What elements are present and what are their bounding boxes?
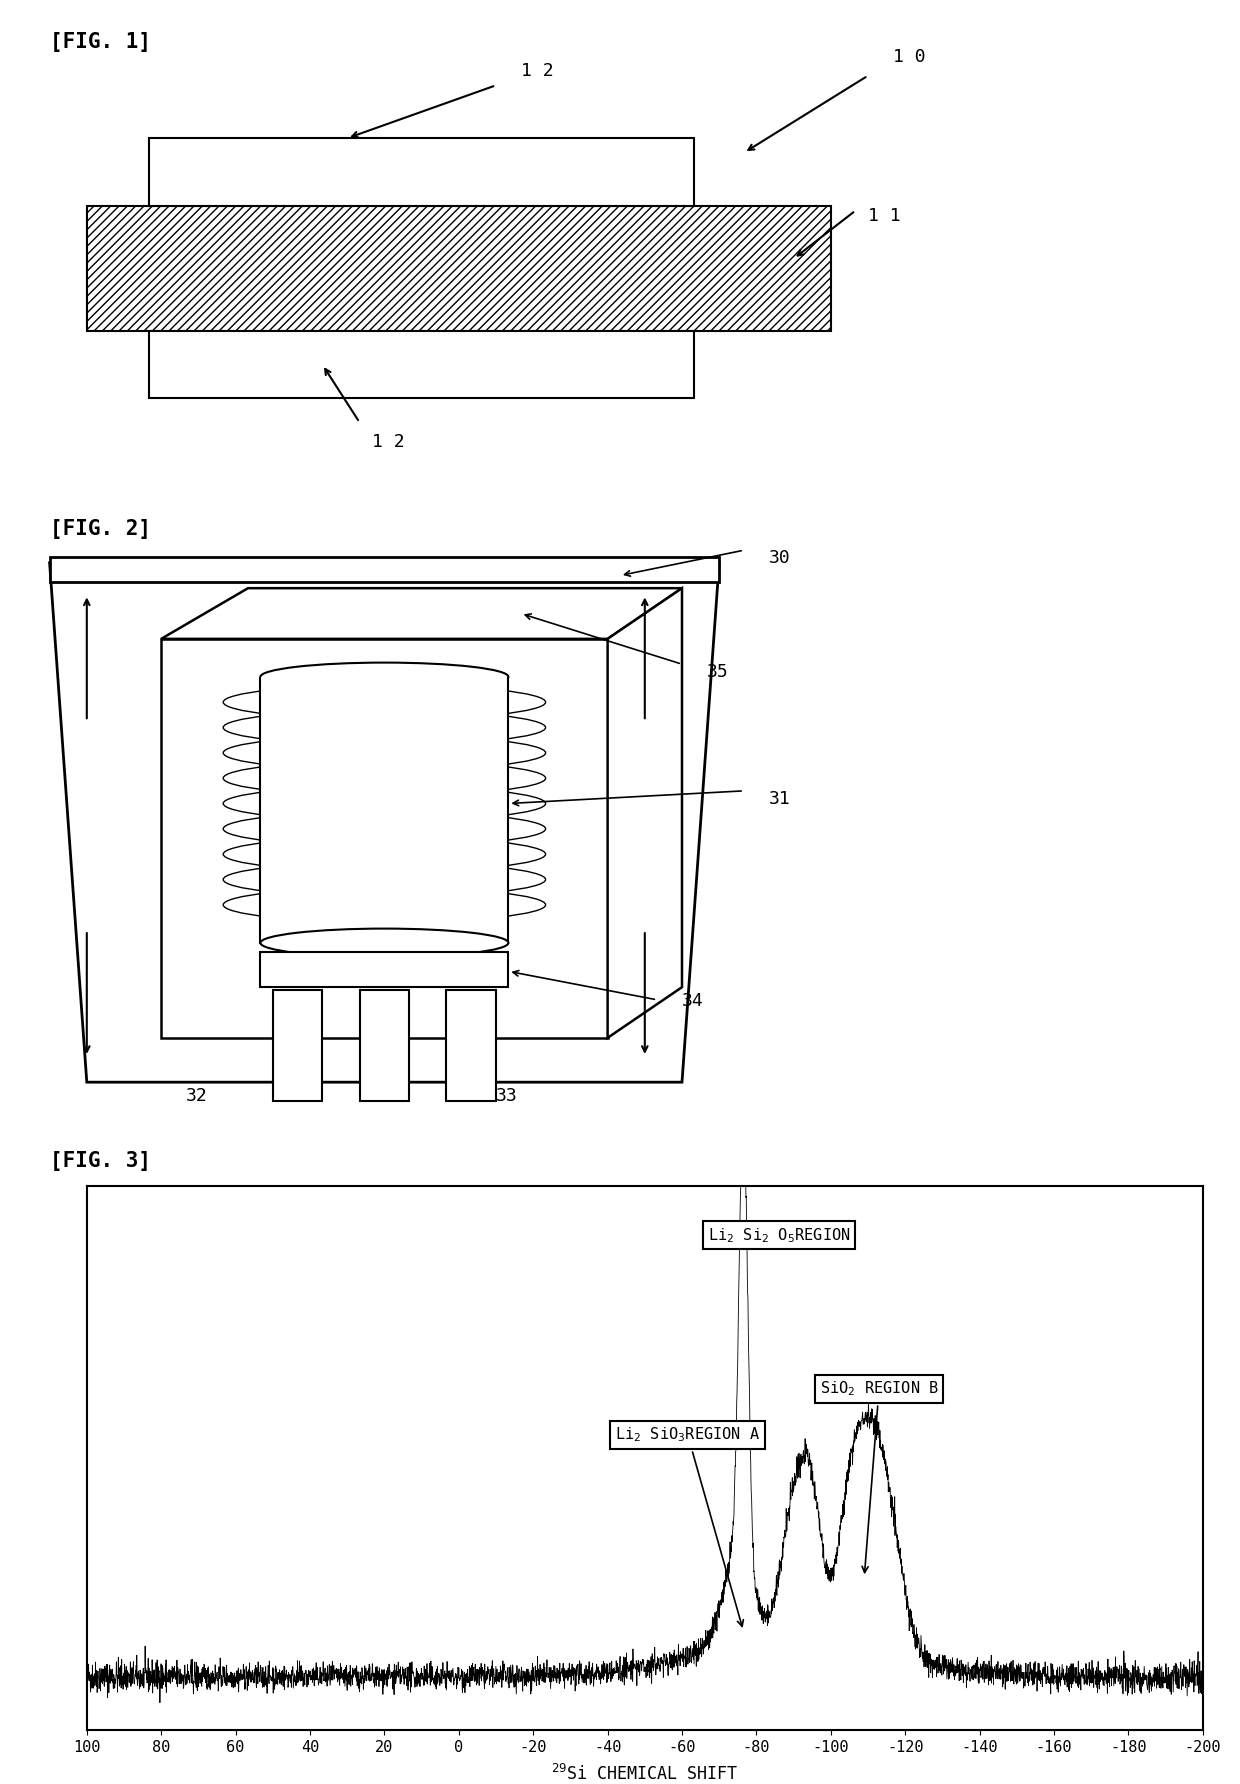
Text: 1 1: 1 1 — [868, 207, 900, 225]
Text: 30: 30 — [769, 549, 791, 567]
Text: 35: 35 — [707, 664, 729, 681]
Text: 34: 34 — [682, 992, 704, 1010]
Text: [FIG. 3]: [FIG. 3] — [50, 1151, 150, 1170]
Polygon shape — [260, 676, 508, 942]
Text: 32: 32 — [186, 1086, 208, 1104]
X-axis label: $^{29}$Si CHEMICAL SHIFT: $^{29}$Si CHEMICAL SHIFT — [552, 1764, 738, 1784]
Text: Li$_2$ Si$_2$ O$_5$REGION: Li$_2$ Si$_2$ O$_5$REGION — [708, 1226, 851, 1245]
Bar — [149, 330, 694, 398]
Polygon shape — [608, 589, 682, 1038]
Ellipse shape — [260, 662, 508, 690]
Text: [FIG. 1]: [FIG. 1] — [50, 32, 150, 52]
Text: 31: 31 — [769, 790, 791, 808]
Text: 1 2: 1 2 — [521, 62, 553, 80]
Bar — [260, 953, 508, 987]
Text: 33: 33 — [496, 1086, 518, 1104]
Polygon shape — [161, 639, 608, 1038]
Text: SiO$_2$ REGION B: SiO$_2$ REGION B — [820, 1379, 939, 1572]
Bar — [149, 137, 694, 205]
Text: 1 0: 1 0 — [893, 48, 925, 66]
Ellipse shape — [260, 929, 508, 956]
Text: [FIG. 2]: [FIG. 2] — [50, 519, 150, 539]
Bar — [446, 990, 496, 1101]
Text: 1 2: 1 2 — [372, 434, 404, 451]
Text: Li$_2$ SiO$_3$REGION A: Li$_2$ SiO$_3$REGION A — [615, 1425, 760, 1627]
Polygon shape — [50, 562, 719, 1083]
Bar — [273, 990, 322, 1101]
Bar — [50, 557, 719, 582]
Bar — [87, 205, 831, 332]
Polygon shape — [161, 589, 682, 639]
Bar — [360, 990, 409, 1101]
